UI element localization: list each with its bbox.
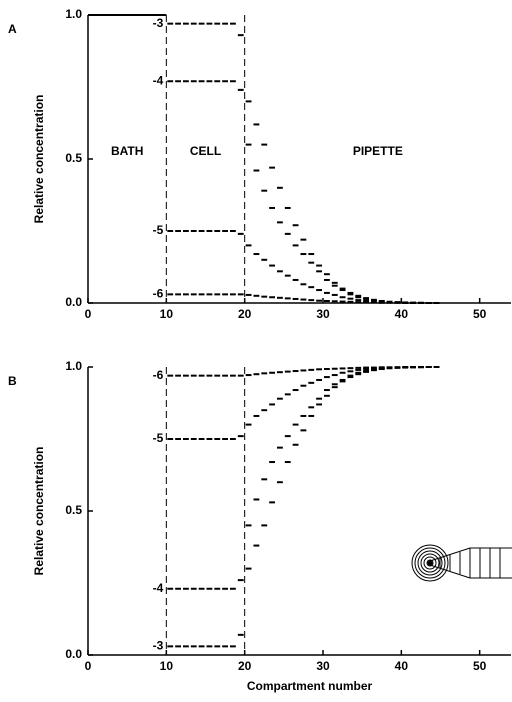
curve-label: -3	[153, 16, 164, 30]
y-tick-label: 0.0	[65, 647, 82, 661]
x-tick-label: 40	[395, 659, 409, 673]
curve-label: -5	[153, 431, 164, 445]
panel-label: A	[8, 22, 17, 36]
curve-label: -4	[153, 73, 164, 87]
x-tick-label: 20	[238, 307, 252, 321]
region-label: PIPETTE	[353, 144, 403, 158]
y-tick-label: 1.0	[65, 359, 82, 373]
x-tick-label: 10	[160, 659, 174, 673]
panel-label: B	[8, 374, 17, 388]
x-tick-label: 0	[85, 307, 92, 321]
curve-label: -3	[153, 639, 164, 653]
pipette-icon	[411, 544, 512, 582]
x-tick-label: 50	[473, 659, 487, 673]
x-tick-label: 10	[160, 307, 174, 321]
curve-label: -6	[153, 287, 164, 301]
y-tick-label: 0.5	[65, 503, 82, 517]
y-axis-label: Relative concentration	[32, 447, 46, 576]
y-tick-label: 0.0	[65, 295, 82, 309]
region-label: CELL	[190, 144, 221, 158]
y-tick-label: 0.5	[65, 151, 82, 165]
x-tick-label: 30	[316, 659, 330, 673]
curve-label: -5	[153, 223, 164, 237]
y-tick-label: 1.0	[65, 7, 82, 21]
region-label: BATH	[111, 144, 143, 158]
x-axis-label: Compartment number	[247, 679, 373, 693]
x-tick-label: 50	[473, 307, 487, 321]
x-tick-label: 40	[395, 307, 409, 321]
x-tick-label: 0	[85, 659, 92, 673]
x-tick-label: 20	[238, 659, 252, 673]
curve-label: -6	[153, 368, 164, 382]
y-axis-label: Relative concentration	[32, 95, 46, 224]
curve-label: -4	[153, 581, 164, 595]
x-tick-label: 30	[316, 307, 330, 321]
